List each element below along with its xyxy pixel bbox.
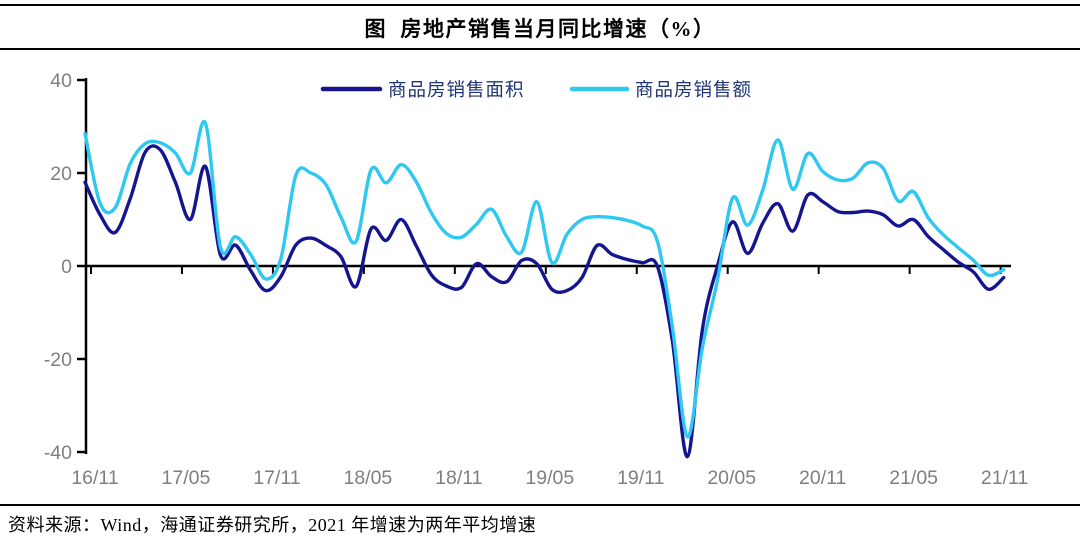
title-divider-rule xyxy=(0,48,1080,50)
x-tick-label: 18/11 xyxy=(435,467,482,489)
y-tick-label: 40 xyxy=(50,70,72,92)
x-tick-label: 20/11 xyxy=(799,467,846,489)
page-title: 图 房地产销售当月同比增速（%） xyxy=(364,17,716,41)
x-tick-label: 20/05 xyxy=(707,467,756,489)
x-tick-label: 19/05 xyxy=(525,467,574,489)
x-tick-label: 18/05 xyxy=(343,467,392,489)
x-tick-label: 21/11 xyxy=(981,467,1028,489)
x-tick-label: 17/05 xyxy=(162,467,211,489)
legend-label-sales-value: 商品房销售额 xyxy=(635,80,752,101)
top-rule xyxy=(0,4,1080,6)
legend-label-sales-area: 商品房销售面积 xyxy=(388,80,525,101)
series-line-sales-value xyxy=(83,119,1006,439)
x-tick-label: 21/05 xyxy=(889,467,938,489)
source-note: 资料来源：Wind，海通证券研究所，2021 年增速为两年平均增速 xyxy=(8,515,537,535)
series-line-sales-area xyxy=(83,144,1006,459)
y-tick-label: 20 xyxy=(50,163,72,185)
x-tick-label: 19/11 xyxy=(617,467,664,489)
x-tick-label: 16/11 xyxy=(71,467,118,489)
y-tick-label: 0 xyxy=(61,256,72,278)
x-tick-label: 17/11 xyxy=(253,467,300,489)
footer-divider-rule xyxy=(0,504,1080,506)
y-tick-label: -40 xyxy=(44,442,72,464)
y-tick-label: -20 xyxy=(44,349,72,371)
